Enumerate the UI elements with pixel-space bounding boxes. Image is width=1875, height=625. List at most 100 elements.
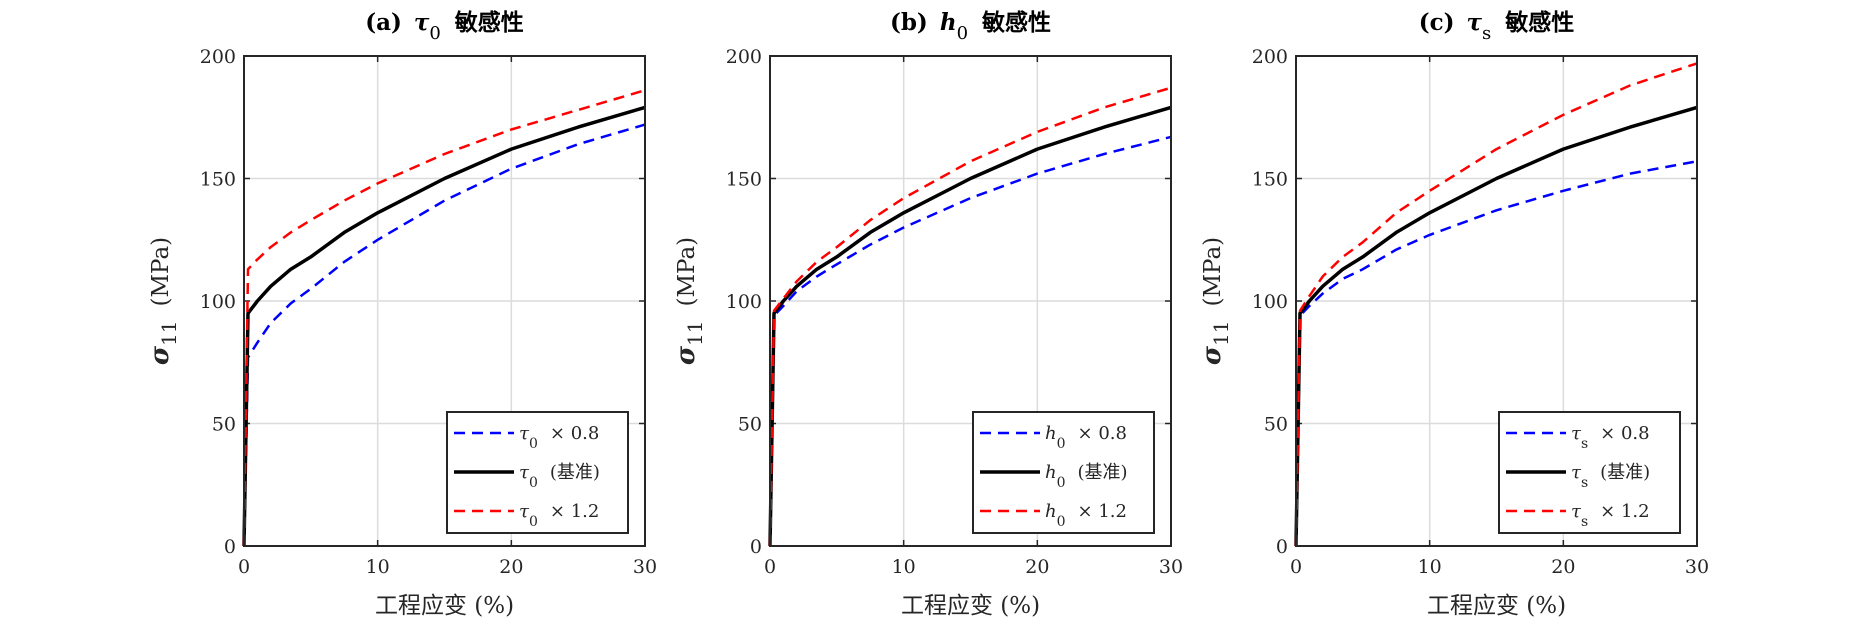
legend-suffix: × 1.2 [1600,501,1649,522]
legend-symbol: τ [519,462,530,483]
legend-subscript: 0 [529,514,538,530]
y-axis-label: σ11 (MPa) [145,237,181,365]
legend-subscript: s [1581,514,1588,530]
series-line-0 [1294,160,1698,547]
title-suffix: 敏感性 [454,9,524,36]
legend: h0 × 0.8h0 (基准)h0 × 1.2 [972,411,1155,534]
title-prefix: (c) [1419,9,1455,36]
x-tick-label: 10 [1418,556,1442,578]
title-prefix: (a) [365,9,402,36]
legend-symbol: h [1045,462,1057,483]
ylabel-subscript: 11 [1209,321,1233,346]
legend-suffix: × 1.2 [550,501,599,522]
legend-symbol: τ [1571,501,1582,522]
x-tick-label: 20 [1025,556,1049,578]
title-symbol: h [940,9,957,36]
legend-subscript: 0 [1057,436,1066,452]
legend-suffix: (基准) [1078,462,1128,483]
legend: τs × 0.8τs (基准)τs × 1.2 [1498,411,1681,534]
x-tick-label: 0 [238,556,250,578]
legend-suffix: × 1.2 [1078,501,1127,522]
ylabel-symbol: σ [145,345,175,365]
series-line-1 [1294,105,1698,547]
legend-symbol: τ [1571,423,1582,444]
ylabel-subscript: 11 [157,321,181,346]
x-axis-label: 工程应变 (%) [901,593,1040,619]
x-tick-label: 30 [633,556,657,578]
ylabel-symbol: σ [1197,345,1227,365]
legend-entry-2: τ0 × 1.2 [519,501,599,530]
ylabel-subscript: 11 [683,321,707,346]
subplot-title: (a) τ0 敏感性 [365,9,524,44]
subplot-title: (b) h0 敏感性 [890,9,1051,44]
y-tick-label: 100 [200,291,236,313]
series-line-0 [242,123,646,547]
legend-subscript: 0 [1057,514,1066,530]
title-suffix: 敏感性 [981,9,1051,36]
legend-suffix: × 0.8 [1078,423,1127,444]
legend-suffix: (基准) [1600,462,1650,483]
legend-subscript: 0 [1057,475,1066,491]
legend-symbol: h [1045,423,1057,444]
title-subscript: 0 [429,23,440,44]
series-line-2 [242,89,646,547]
x-tick-label: 10 [366,556,390,578]
series-line-1 [768,105,1172,547]
series-line-2 [768,86,1172,547]
y-tick-label: 200 [1252,46,1288,68]
legend-suffix: × 0.8 [1600,423,1649,444]
y-tick-label: 150 [200,169,236,191]
ylabel-suffix: (MPa) [1200,237,1226,307]
y-tick-label: 100 [726,291,762,313]
legend-entry-0: h0 × 0.8 [1045,423,1127,452]
x-tick-label: 10 [892,556,916,578]
title-suffix: 敏感性 [1504,9,1574,36]
title-symbol: τ [1467,9,1483,36]
y-tick-label: 200 [200,46,236,68]
y-tick-label: 0 [750,536,762,558]
legend-symbol: τ [519,423,530,444]
ylabel-suffix: (MPa) [674,237,700,307]
legend-entry-2: h0 × 1.2 [1045,501,1127,530]
x-tick-label: 30 [1685,556,1709,578]
x-tick-label: 0 [1290,556,1302,578]
ylabel-suffix: (MPa) [148,237,174,307]
legend-entry-1: τs (基准) [1571,462,1650,491]
legend-suffix: (基准) [550,462,600,483]
y-axis-label: σ11 (MPa) [671,237,707,365]
y-tick-label: 50 [738,414,762,436]
legend-symbol: h [1045,501,1057,522]
title-subscript: 0 [957,23,968,44]
legend-entry-0: τ0 × 0.8 [519,423,599,452]
series-line-0 [768,135,1172,547]
x-axis-label: 工程应变 (%) [1427,593,1566,619]
y-tick-label: 0 [1276,536,1288,558]
title-subscript: s [1482,23,1491,44]
legend-subscript: 0 [529,436,538,452]
legend: τ0 × 0.8τ0 (基准)τ0 × 1.2 [446,411,629,534]
y-tick-label: 200 [726,46,762,68]
legend-entry-1: τ0 (基准) [519,462,600,491]
subplot-title: (c) τs 敏感性 [1419,9,1575,44]
legend-suffix: × 0.8 [550,423,599,444]
y-tick-label: 50 [1264,414,1288,436]
title-prefix: (b) [890,9,928,36]
legend-subscript: s [1581,475,1588,491]
x-tick-label: 0 [764,556,776,578]
y-tick-label: 150 [1252,169,1288,191]
x-tick-label: 30 [1159,556,1183,578]
series-line-1 [242,105,646,547]
legend-entry-0: τs × 0.8 [1571,423,1650,452]
x-axis-label: 工程应变 (%) [375,593,514,619]
legend-subscript: 0 [529,475,538,491]
y-axis-label: σ11 (MPa) [1197,237,1233,365]
x-tick-label: 20 [499,556,523,578]
legend-subscript: s [1581,436,1588,452]
y-tick-label: 150 [726,169,762,191]
x-tick-label: 20 [1551,556,1575,578]
y-tick-label: 0 [224,536,236,558]
